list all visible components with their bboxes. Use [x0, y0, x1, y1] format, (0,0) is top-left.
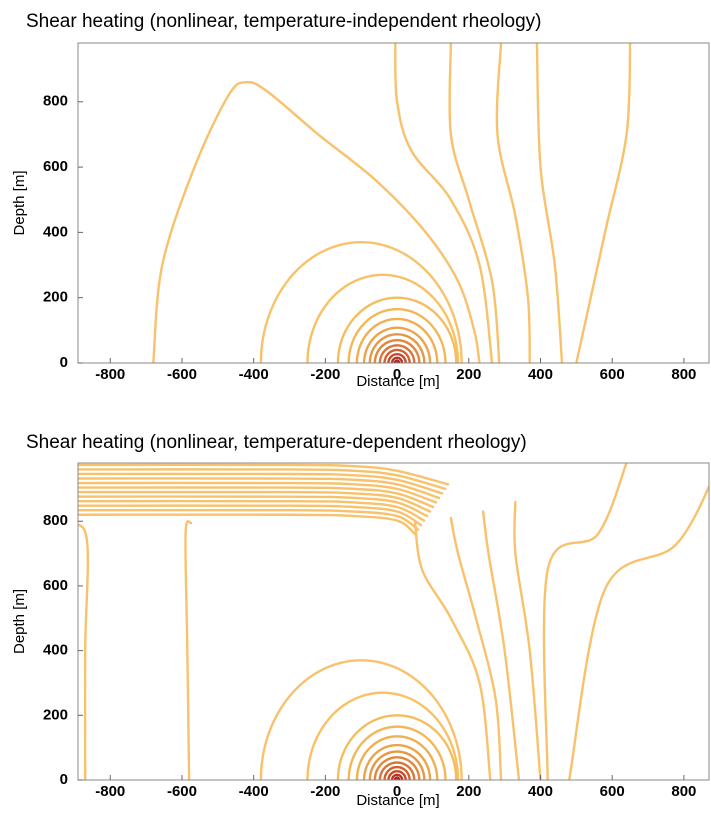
contour-line — [495, 43, 531, 363]
contour-line — [78, 468, 447, 491]
contour-line — [78, 523, 90, 780]
x-tick-label: 600 — [600, 783, 625, 800]
contour-line — [152, 80, 481, 363]
chart: Shear heating (nonlinear, temperature-in… — [11, 11, 710, 390]
x-tick-label: -800 — [95, 366, 125, 383]
contours — [152, 43, 632, 363]
y-tick-label: 200 — [43, 706, 68, 723]
contour-line — [259, 659, 463, 780]
x-tick-label: 0 — [393, 783, 401, 800]
x-axis-label: Distance [m] — [356, 373, 439, 390]
contour-line — [259, 240, 463, 363]
chart-title: Shear heating (nonlinear, temperature-in… — [26, 11, 541, 32]
contour-line — [542, 463, 628, 780]
contour-line — [184, 520, 193, 780]
contour-line — [347, 725, 447, 780]
y-tick-label: 200 — [43, 289, 68, 306]
y-axis-label: Depth [m] — [11, 589, 28, 654]
contour-line — [390, 773, 404, 780]
x-tick-label: 0 — [393, 366, 401, 383]
contour-line — [368, 750, 426, 780]
x-tick-label: -800 — [95, 783, 125, 800]
y-axis-label: Depth [m] — [11, 170, 28, 235]
x-tick-label: 400 — [528, 366, 553, 383]
x-axis-label: Distance [m] — [356, 792, 439, 809]
contour-line — [78, 477, 441, 500]
contour-line — [78, 472, 444, 495]
contour-line — [78, 495, 429, 518]
contour-line — [336, 296, 458, 363]
y-tick-label: 0 — [60, 354, 68, 371]
plot-frame — [77, 462, 710, 781]
plot-frame — [77, 42, 710, 364]
y-tick-label: 600 — [43, 158, 68, 175]
contour-line — [78, 486, 435, 509]
contour-line — [78, 508, 420, 531]
contour-line — [306, 691, 460, 780]
contour-line — [78, 490, 432, 513]
contour-line — [390, 356, 404, 363]
contour-line — [355, 735, 439, 780]
contour-line — [481, 510, 521, 780]
contour-line — [567, 483, 709, 780]
contour-line — [383, 765, 411, 780]
y-tick-label: 400 — [43, 223, 68, 240]
contour-line — [449, 516, 503, 780]
contour-line — [387, 352, 407, 363]
contour-line — [575, 43, 632, 363]
contour-line — [413, 520, 492, 780]
contour-line — [78, 481, 438, 504]
x-tick-label: -600 — [167, 783, 197, 800]
x-tick-label: 200 — [456, 366, 481, 383]
contour-line — [373, 338, 421, 363]
x-tick-label: 400 — [528, 783, 553, 800]
contours — [78, 463, 709, 780]
contour-line — [394, 43, 494, 363]
x-tick-label: -600 — [167, 366, 197, 383]
contour-line — [78, 513, 417, 536]
x-tick-label: 200 — [456, 783, 481, 800]
contour-line — [373, 756, 421, 780]
x-tick-label: 800 — [671, 366, 696, 383]
x-tick-label: -200 — [310, 366, 340, 383]
contour-line — [535, 43, 564, 363]
x-tick-label: -400 — [239, 366, 269, 383]
contour-line — [362, 743, 432, 780]
y-tick-label: 600 — [43, 577, 68, 594]
y-tick-label: 0 — [60, 771, 68, 788]
x-tick-label: -400 — [239, 783, 269, 800]
x-tick-label: -200 — [310, 783, 340, 800]
contour-line — [306, 273, 460, 363]
contour-line — [78, 504, 423, 527]
contour-line — [78, 499, 426, 522]
y-tick-label: 800 — [43, 93, 68, 110]
chart-title: Shear heating (nonlinear, temperature-de… — [26, 432, 527, 453]
contour-line — [383, 348, 411, 363]
x-tick-label: 800 — [671, 783, 696, 800]
contour-line — [378, 761, 416, 780]
contour-line — [378, 344, 416, 363]
contour-line — [362, 326, 432, 363]
contour-line — [347, 307, 447, 363]
contour-line — [448, 43, 501, 363]
x-tick-label: 600 — [600, 366, 625, 383]
y-tick-label: 800 — [43, 512, 68, 529]
contour-line — [368, 333, 426, 363]
contour-line — [355, 317, 439, 363]
contour-line — [513, 500, 542, 780]
contour-line — [387, 770, 407, 780]
y-tick-label: 400 — [43, 642, 68, 659]
contour-line — [78, 463, 450, 486]
chart: Shear heating (nonlinear, temperature-de… — [11, 432, 710, 809]
contour-line — [336, 714, 458, 780]
